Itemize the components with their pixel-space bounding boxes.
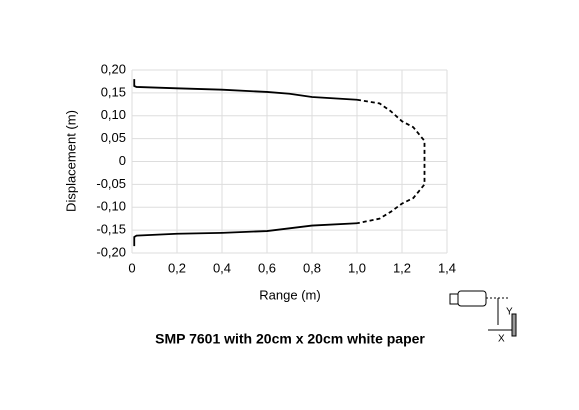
y-tick-label: -0,20	[96, 244, 126, 259]
x-tick-label: 0,4	[213, 260, 231, 275]
data-line	[356, 98, 426, 225]
y-axis-label: Displacement (m)	[63, 110, 78, 212]
data-line	[133, 222, 358, 247]
y-tick-label: 0,15	[101, 84, 126, 99]
x-tick-label: 0,6	[258, 260, 276, 275]
y-tick-label: -0,05	[96, 176, 126, 191]
sensor-diagram: Y X	[449, 290, 517, 345]
y-tick-label: 0	[119, 153, 126, 168]
x-tick-label: 1,0	[348, 260, 366, 275]
y-tick-label: 0,20	[101, 61, 126, 76]
y-tick-label: -0,15	[96, 222, 126, 237]
x-tick-label: 1,4	[438, 260, 456, 275]
y-tick-label: 0,05	[101, 130, 126, 145]
diagram-x-label: X	[498, 334, 505, 345]
y-tick-label: 0,10	[101, 107, 126, 122]
data-line	[133, 79, 358, 101]
x-axis-label: Range (m)	[259, 287, 320, 302]
y-tick-label: -0,10	[96, 199, 126, 214]
target	[511, 313, 517, 337]
sensor-body	[457, 290, 487, 307]
x-tick-label: 0,8	[303, 260, 321, 275]
x-tick-label: 1,2	[393, 260, 411, 275]
diagram-y-label: Y	[506, 307, 513, 318]
x-tick-label: 0,2	[168, 260, 186, 275]
sensor-base	[449, 293, 459, 305]
x-tick-label: 0	[128, 260, 135, 275]
chart-title: SMP 7601 with 20cm x 20cm white paper	[155, 331, 425, 347]
